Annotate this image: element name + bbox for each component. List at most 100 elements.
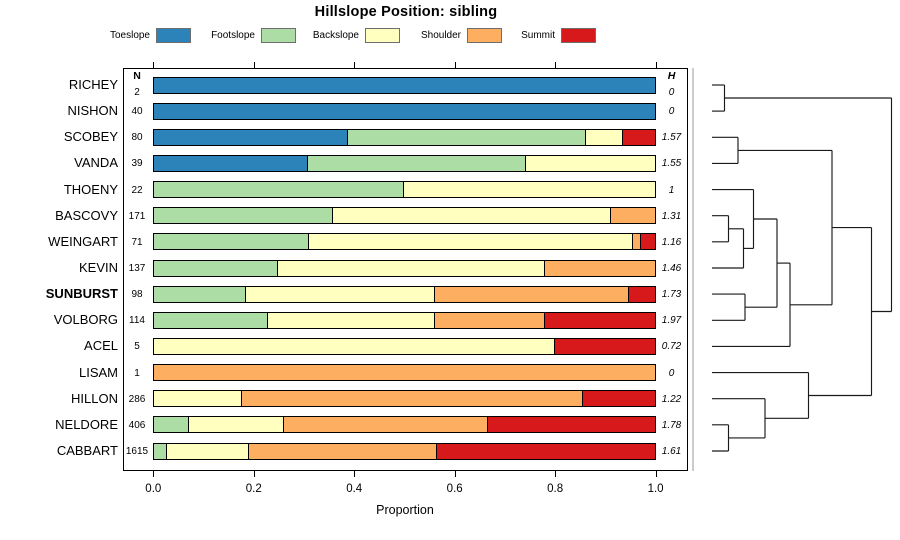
legend-swatch bbox=[561, 28, 596, 43]
x-axis-tick bbox=[454, 61, 456, 68]
bar-segment-footslope bbox=[154, 286, 247, 302]
row-label: VANDA bbox=[74, 155, 118, 171]
row-label: WEINGART bbox=[48, 233, 118, 249]
bar-segment-backslope bbox=[246, 286, 436, 302]
bar-segment-footslope bbox=[154, 312, 269, 328]
x-axis-tick bbox=[253, 470, 255, 478]
stacked-bar bbox=[153, 416, 656, 434]
bar-segment-shoulder bbox=[154, 365, 655, 381]
stacked-bar bbox=[153, 337, 656, 355]
h-value: 1.55 bbox=[661, 158, 682, 170]
row-label: BASCOVY bbox=[55, 207, 118, 223]
h-value: 1.46 bbox=[661, 263, 682, 274]
bar-segment-footslope bbox=[154, 182, 405, 198]
h-value: 0.72 bbox=[661, 341, 682, 353]
chart-title: Hillslope Position: sibling bbox=[314, 4, 498, 20]
stacked-bar bbox=[153, 181, 656, 199]
bar-segment-summit bbox=[629, 286, 655, 302]
n-value: 137 bbox=[128, 263, 146, 274]
bar-segment-footslope bbox=[154, 234, 310, 250]
x-axis-tick bbox=[354, 470, 356, 478]
bar-segment-shoulder bbox=[633, 234, 641, 250]
n-value: 5 bbox=[134, 341, 140, 353]
n-value: 1 bbox=[134, 367, 140, 379]
x-axis-label: Proportion bbox=[376, 503, 434, 517]
row-label: LISAM bbox=[78, 364, 118, 380]
bar-segment-backslope bbox=[278, 260, 546, 276]
h-value: 0 bbox=[668, 87, 675, 98]
x-axis-tick-label: 0.0 bbox=[145, 483, 162, 495]
bar-segment-backslope bbox=[404, 182, 655, 198]
stacked-bar bbox=[153, 233, 656, 251]
h-value: 1.22 bbox=[661, 393, 682, 405]
bar-segment-summit bbox=[640, 234, 655, 250]
stacked-bar bbox=[153, 311, 656, 329]
x-axis-tick-label: 0.8 bbox=[547, 483, 564, 495]
legend-swatch bbox=[156, 28, 191, 43]
x-axis-tick bbox=[655, 61, 657, 68]
bar-segment-toeslope bbox=[154, 129, 349, 145]
n-value: 1615 bbox=[125, 446, 149, 457]
bar-segment-footslope bbox=[154, 443, 167, 459]
legend-swatch bbox=[261, 28, 296, 43]
stacked-bar bbox=[153, 390, 656, 408]
stacked-bar bbox=[153, 154, 656, 172]
row-label: VOLBORG bbox=[53, 312, 118, 328]
n-value: 40 bbox=[131, 106, 143, 118]
row-label: RICHEY bbox=[68, 77, 118, 92]
x-axis-tick-label: 0.2 bbox=[245, 483, 262, 495]
n-value: 114 bbox=[129, 315, 145, 327]
x-axis-tick-label: 1.0 bbox=[647, 483, 664, 495]
bar-segment-summit bbox=[623, 129, 655, 145]
n-value: 98 bbox=[131, 289, 143, 301]
h-value: 1.61 bbox=[661, 446, 682, 457]
bar-segment-summit bbox=[582, 391, 655, 407]
stacked-bar bbox=[153, 102, 656, 120]
legend-swatch bbox=[365, 28, 400, 43]
n-value: 286 bbox=[128, 393, 146, 405]
h-value: 1.57 bbox=[661, 132, 682, 144]
bar-segment-footslope bbox=[154, 260, 279, 276]
h-value: 0 bbox=[668, 106, 675, 118]
h-value: 1 bbox=[668, 184, 675, 196]
row-label: NELDORE bbox=[55, 416, 118, 432]
bar-segment-backslope bbox=[154, 391, 242, 407]
x-axis-tick bbox=[454, 470, 456, 478]
n-value: 39 bbox=[131, 158, 143, 170]
x-axis-tick bbox=[253, 61, 255, 68]
n-value: 2 bbox=[134, 87, 140, 98]
bar-segment-shoulder bbox=[241, 391, 583, 407]
x-axis-tick bbox=[655, 470, 657, 478]
h-value: 1.16 bbox=[661, 236, 682, 248]
row-label: HILLON bbox=[71, 390, 118, 406]
stacked-bar bbox=[153, 442, 656, 460]
h-value: 0 bbox=[668, 367, 675, 379]
h-value: 1.78 bbox=[661, 419, 682, 431]
bar-segment-backslope bbox=[166, 443, 250, 459]
legend-label: Footslope bbox=[211, 30, 255, 41]
legend-label: Toeslope bbox=[109, 30, 150, 41]
stacked-bar bbox=[153, 364, 656, 382]
stacked-bar bbox=[153, 285, 656, 303]
x-axis-tick-label: 0.6 bbox=[446, 483, 463, 495]
n-value: 406 bbox=[128, 419, 146, 431]
legend-label: Summit bbox=[521, 30, 555, 41]
h-value: 1.73 bbox=[661, 289, 682, 301]
x-axis-tick-label: 0.4 bbox=[346, 483, 363, 495]
n-value: 71 bbox=[131, 236, 143, 248]
bar-segment-shoulder bbox=[249, 443, 437, 459]
legend-swatch bbox=[467, 28, 502, 43]
row-label: KEVIN bbox=[78, 260, 118, 275]
x-axis-tick bbox=[555, 470, 557, 478]
row-label: SUNBURST bbox=[45, 286, 118, 302]
legend-label: Backslope bbox=[312, 30, 359, 41]
bar-segment-summit bbox=[488, 417, 655, 433]
n-value: 80 bbox=[131, 132, 143, 144]
x-axis-tick bbox=[153, 61, 155, 68]
x-axis-tick bbox=[354, 61, 356, 68]
bar-segment-summit bbox=[554, 338, 655, 354]
h-value: 1.97 bbox=[661, 315, 682, 327]
bar-segment-backslope bbox=[154, 338, 555, 354]
n-column-header: N bbox=[133, 69, 141, 82]
